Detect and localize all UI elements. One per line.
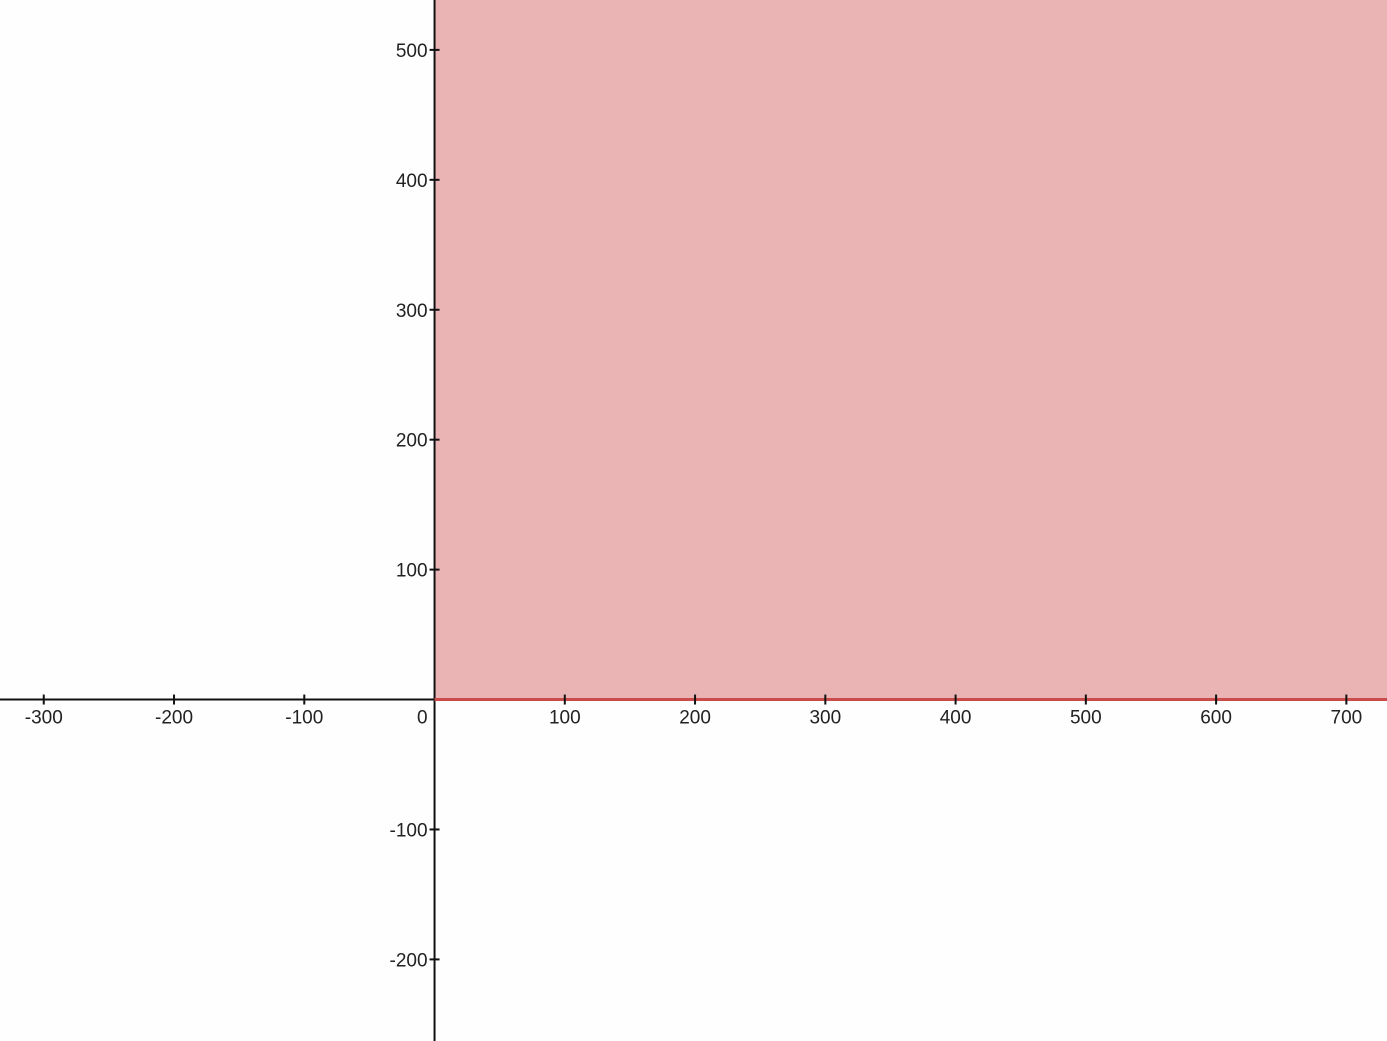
x-tick-label: -200	[155, 708, 193, 729]
y-tick-label: 300	[396, 301, 428, 322]
shaded-region	[434, 0, 1387, 700]
x-tick-label: 600	[1200, 708, 1232, 729]
x-tick-label: 200	[679, 708, 711, 729]
y-tick-label: 200	[396, 431, 428, 452]
x-tick-label: -100	[285, 708, 323, 729]
y-axis-ticks: -200 -100 100 200 300 400 500	[390, 41, 440, 971]
y-tick-label: 100	[396, 561, 428, 582]
x-axis-ticks: -300 -200 -100 100 200 300 400 500 600 700	[25, 694, 1363, 729]
y-tick-label: -100	[390, 820, 428, 841]
y-tick-label: 500	[396, 41, 428, 62]
x-tick-label: 500	[1070, 708, 1102, 729]
origin-label: 0	[417, 708, 428, 729]
x-tick-label: -300	[25, 708, 63, 729]
x-tick-label: 300	[809, 708, 841, 729]
x-tick-label: 400	[940, 708, 972, 729]
y-tick-label: 400	[396, 171, 428, 192]
x-tick-label: 100	[549, 708, 581, 729]
x-tick-label: 700	[1331, 708, 1363, 729]
y-tick-label: -200	[390, 950, 428, 971]
